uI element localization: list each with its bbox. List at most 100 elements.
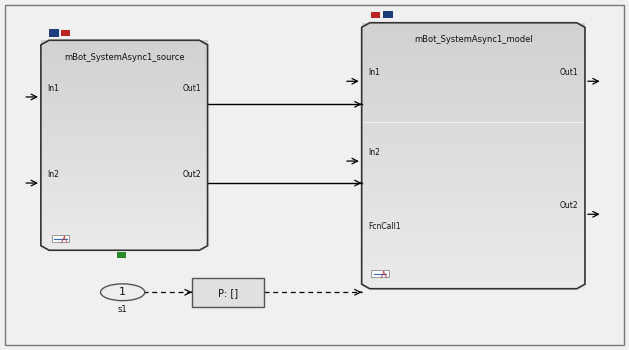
- Text: FcnCall1: FcnCall1: [368, 222, 401, 231]
- Bar: [41, 140, 208, 145]
- Bar: [371, 12, 380, 18]
- Bar: [362, 149, 585, 156]
- Bar: [41, 245, 208, 250]
- Bar: [362, 182, 585, 189]
- Bar: [362, 69, 585, 76]
- Bar: [41, 108, 208, 114]
- Bar: [41, 219, 208, 224]
- Bar: [362, 202, 585, 209]
- Bar: [362, 49, 585, 56]
- Bar: [41, 203, 208, 208]
- Bar: [362, 162, 585, 169]
- Bar: [41, 119, 208, 124]
- Bar: [41, 98, 208, 103]
- Text: s1: s1: [118, 304, 128, 314]
- Bar: [362, 36, 585, 43]
- Bar: [362, 209, 585, 216]
- Bar: [362, 222, 585, 229]
- Text: mBot_SystemAsync1_model: mBot_SystemAsync1_model: [414, 35, 533, 44]
- Text: Out1: Out1: [560, 68, 579, 77]
- Text: P: []: P: []: [218, 288, 238, 298]
- Bar: [41, 240, 208, 245]
- Bar: [362, 63, 585, 69]
- Bar: [41, 93, 208, 98]
- Bar: [41, 82, 208, 88]
- Bar: [41, 66, 208, 72]
- Bar: [41, 193, 208, 198]
- Bar: [41, 40, 208, 46]
- Bar: [41, 198, 208, 203]
- Bar: [362, 83, 585, 89]
- Bar: [371, 270, 389, 277]
- Bar: [41, 51, 208, 56]
- Text: Out2: Out2: [182, 170, 201, 179]
- Text: Out1: Out1: [182, 84, 201, 93]
- Bar: [41, 161, 208, 166]
- Bar: [117, 252, 126, 258]
- Bar: [362, 43, 585, 49]
- Bar: [41, 72, 208, 77]
- Bar: [41, 156, 208, 161]
- Bar: [41, 130, 208, 135]
- Bar: [362, 96, 585, 103]
- Ellipse shape: [101, 284, 145, 301]
- Bar: [362, 176, 585, 182]
- Bar: [41, 124, 208, 130]
- Bar: [362, 116, 585, 122]
- Bar: [41, 114, 208, 119]
- Bar: [362, 29, 585, 36]
- Text: In2: In2: [368, 148, 380, 157]
- Bar: [41, 229, 208, 234]
- Bar: [362, 229, 585, 236]
- Bar: [362, 189, 585, 196]
- Bar: [362, 269, 585, 275]
- Bar: [41, 103, 208, 108]
- Bar: [362, 142, 585, 149]
- Bar: [41, 224, 208, 229]
- Bar: [41, 234, 208, 240]
- Bar: [362, 23, 585, 29]
- Bar: [41, 88, 208, 93]
- Bar: [362, 56, 585, 63]
- Bar: [362, 275, 585, 282]
- Bar: [362, 249, 585, 256]
- Bar: [41, 145, 208, 150]
- Bar: [362, 136, 585, 142]
- Bar: [362, 169, 585, 176]
- Bar: [362, 122, 585, 129]
- Bar: [362, 256, 585, 262]
- Bar: [41, 172, 208, 177]
- Bar: [41, 208, 208, 214]
- Bar: [362, 262, 585, 269]
- Bar: [192, 278, 264, 307]
- Bar: [41, 150, 208, 156]
- Bar: [41, 77, 208, 82]
- Bar: [41, 56, 208, 61]
- Bar: [362, 76, 585, 83]
- Bar: [362, 156, 585, 162]
- Bar: [362, 282, 585, 289]
- Bar: [362, 242, 585, 249]
- Bar: [41, 187, 208, 192]
- Bar: [41, 177, 208, 182]
- Text: mBot_SystemAsync1_source: mBot_SystemAsync1_source: [64, 52, 184, 62]
- Bar: [41, 46, 208, 51]
- Bar: [49, 29, 59, 36]
- Bar: [41, 182, 208, 187]
- Bar: [362, 236, 585, 242]
- Bar: [362, 196, 585, 202]
- Text: In1: In1: [368, 68, 380, 77]
- Bar: [362, 216, 585, 222]
- Bar: [61, 30, 70, 36]
- Text: 1: 1: [119, 287, 126, 297]
- Bar: [383, 10, 393, 18]
- Bar: [41, 135, 208, 140]
- Bar: [41, 61, 208, 66]
- Bar: [362, 129, 585, 136]
- Text: In1: In1: [47, 84, 59, 93]
- Bar: [41, 214, 208, 219]
- Bar: [41, 166, 208, 172]
- Bar: [362, 103, 585, 109]
- Bar: [362, 89, 585, 96]
- Text: Out2: Out2: [560, 201, 579, 210]
